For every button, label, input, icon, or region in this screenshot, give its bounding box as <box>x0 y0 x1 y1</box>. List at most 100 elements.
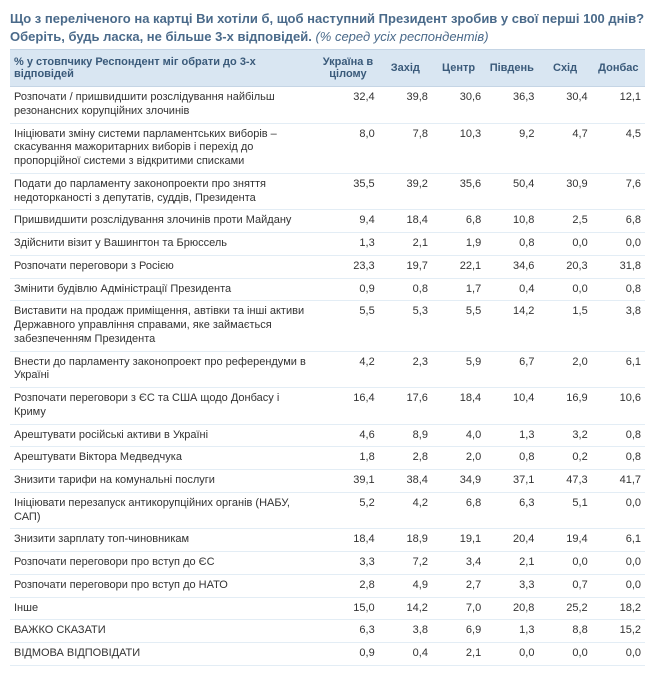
header-label: % у стовпчику Респондент міг обрати до 3… <box>10 50 317 87</box>
cell-value: 3,3 <box>485 574 538 597</box>
cell-value: 17,6 <box>379 388 432 425</box>
cell-value: 39,8 <box>379 87 432 124</box>
cell-value: 0,8 <box>485 233 538 256</box>
cell-value: 0,2 <box>538 447 591 470</box>
table-row: Пришвидшити розслідування злочинів проти… <box>10 210 645 233</box>
table-row: Розпочати переговори про вступ до НАТО2,… <box>10 574 645 597</box>
cell-value: 20,3 <box>538 255 591 278</box>
cell-value: 36,3 <box>485 87 538 124</box>
cell-value: 4,2 <box>317 351 378 388</box>
cell-value: 3,2 <box>538 424 591 447</box>
cell-value: 19,4 <box>538 529 591 552</box>
cell-value: 3,4 <box>432 552 485 575</box>
cell-value: 34,6 <box>485 255 538 278</box>
row-label: Розпочати переговори про вступ до ЄС <box>10 552 317 575</box>
cell-value: 20,8 <box>485 597 538 620</box>
cell-value: 30,4 <box>538 87 591 124</box>
cell-value: 9,4 <box>317 210 378 233</box>
cell-value: 23,3 <box>317 255 378 278</box>
cell-value: 2,8 <box>379 447 432 470</box>
cell-value: 15,0 <box>317 597 378 620</box>
cell-value: 41,7 <box>592 470 645 493</box>
cell-value: 0,9 <box>317 278 378 301</box>
cell-value: 6,8 <box>592 210 645 233</box>
cell-value: 1,3 <box>317 233 378 256</box>
cell-value: 1,5 <box>538 301 591 351</box>
cell-value: 6,8 <box>432 210 485 233</box>
row-label: Інше <box>10 597 317 620</box>
cell-value: 4,5 <box>592 123 645 173</box>
cell-value: 3,3 <box>317 552 378 575</box>
cell-value: 7,2 <box>379 552 432 575</box>
row-label: Розпочати переговори з Росією <box>10 255 317 278</box>
cell-value: 0,8 <box>485 447 538 470</box>
cell-value: 47,3 <box>538 470 591 493</box>
cell-value: 14,2 <box>485 301 538 351</box>
cell-value: 0,8 <box>592 278 645 301</box>
cell-value: 0,0 <box>538 643 591 666</box>
cell-value: 20,4 <box>485 529 538 552</box>
cell-value: 2,1 <box>485 552 538 575</box>
cell-value: 15,2 <box>592 620 645 643</box>
cell-value: 16,9 <box>538 388 591 425</box>
header-col-5: Донбас <box>592 50 645 87</box>
cell-value: 4,2 <box>379 492 432 529</box>
cell-value: 8,9 <box>379 424 432 447</box>
cell-value: 0,8 <box>592 424 645 447</box>
cell-value: 0,0 <box>592 552 645 575</box>
results-table: % у стовпчику Респондент міг обрати до 3… <box>10 49 645 666</box>
table-row: Знизити тарифи на комунальні послуги39,1… <box>10 470 645 493</box>
cell-value: 0,7 <box>538 574 591 597</box>
row-label: Знизити тарифи на комунальні послуги <box>10 470 317 493</box>
header-col-1: Захід <box>379 50 432 87</box>
header-col-4: Схід <box>538 50 591 87</box>
cell-value: 18,4 <box>379 210 432 233</box>
cell-value: 4,9 <box>379 574 432 597</box>
cell-value: 3,8 <box>592 301 645 351</box>
question-heading: Що з переліченого на картці Ви хотіли б,… <box>10 10 645 45</box>
cell-value: 18,9 <box>379 529 432 552</box>
cell-value: 9,2 <box>485 123 538 173</box>
table-row: Ініціювати перезапуск антикорупційних ор… <box>10 492 645 529</box>
cell-value: 5,9 <box>432 351 485 388</box>
cell-value: 0,0 <box>592 233 645 256</box>
row-label: ВАЖКО СКАЗАТИ <box>10 620 317 643</box>
cell-value: 6,8 <box>432 492 485 529</box>
cell-value: 18,2 <box>592 597 645 620</box>
row-label: Пришвидшити розслідування злочинів проти… <box>10 210 317 233</box>
cell-value: 2,1 <box>379 233 432 256</box>
cell-value: 0,0 <box>592 492 645 529</box>
table-row: Внести до парламенту законопроект про ре… <box>10 351 645 388</box>
header-row: % у стовпчику Респондент міг обрати до 3… <box>10 50 645 87</box>
table-row: Розпочати переговори з Росією23,319,722,… <box>10 255 645 278</box>
cell-value: 10,4 <box>485 388 538 425</box>
cell-value: 8,8 <box>538 620 591 643</box>
cell-value: 0,0 <box>538 233 591 256</box>
cell-value: 8,0 <box>317 123 378 173</box>
cell-value: 22,1 <box>432 255 485 278</box>
table-row: Здійснити візит у Вашингтон та Брюссель1… <box>10 233 645 256</box>
cell-value: 6,3 <box>485 492 538 529</box>
cell-value: 1,8 <box>317 447 378 470</box>
cell-value: 6,7 <box>485 351 538 388</box>
cell-value: 4,0 <box>432 424 485 447</box>
cell-value: 2,7 <box>432 574 485 597</box>
cell-value: 31,8 <box>592 255 645 278</box>
cell-value: 38,4 <box>379 470 432 493</box>
row-label: Виставити на продаж приміщення, автівки … <box>10 301 317 351</box>
cell-value: 0,4 <box>485 278 538 301</box>
header-col-0: Україна в цілому <box>317 50 378 87</box>
cell-value: 1,7 <box>432 278 485 301</box>
cell-value: 18,4 <box>317 529 378 552</box>
table-row: Розпочати переговори про вступ до ЄС3,37… <box>10 552 645 575</box>
cell-value: 6,9 <box>432 620 485 643</box>
cell-value: 39,1 <box>317 470 378 493</box>
cell-value: 7,8 <box>379 123 432 173</box>
cell-value: 2,1 <box>432 643 485 666</box>
cell-value: 16,4 <box>317 388 378 425</box>
row-label: Розпочати переговори з ЄС та США щодо До… <box>10 388 317 425</box>
table-row: Інше15,014,27,020,825,218,2 <box>10 597 645 620</box>
table-row: Виставити на продаж приміщення, автівки … <box>10 301 645 351</box>
cell-value: 19,7 <box>379 255 432 278</box>
header-col-2: Центр <box>432 50 485 87</box>
